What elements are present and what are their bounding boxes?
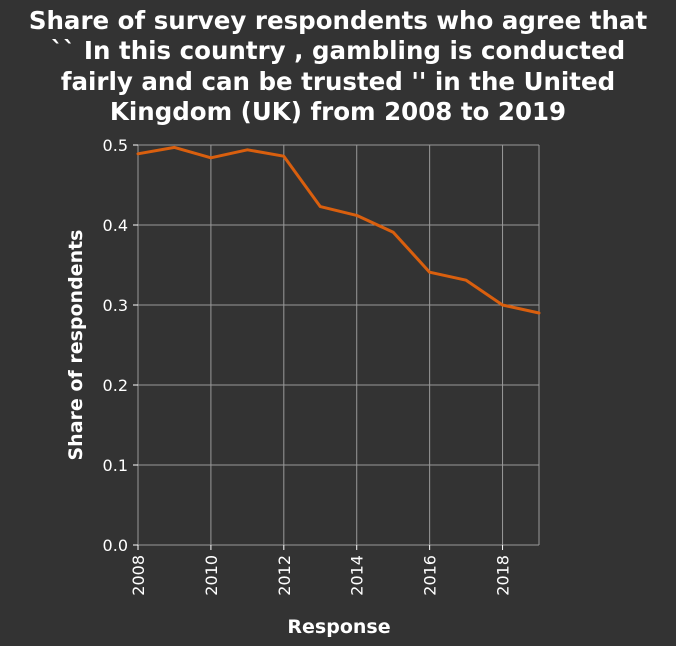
chart-title-line: fairly and can be trusted '' in the Unit… <box>61 67 615 96</box>
x-tick-label: 2016 <box>421 555 440 596</box>
y-tick-label: 0.2 <box>103 376 128 395</box>
chart-title: Share of survey respondents who agree th… <box>29 6 648 126</box>
y-tick-label: 0.5 <box>103 136 128 155</box>
chart-title-line: `` In this country , gambling is conduct… <box>51 36 625 65</box>
series-line <box>138 147 539 313</box>
chart-title-line: Share of survey respondents who agree th… <box>29 6 648 35</box>
y-tick-label: 0.3 <box>103 296 128 315</box>
grid <box>138 145 539 545</box>
y-axis-ticks: 0.0 0.1 0.2 0.3 0.4 0.5 <box>103 136 138 555</box>
x-axis-ticks: 2008 2010 2012 2014 2016 2018 <box>129 545 513 596</box>
y-tick-label: 0.1 <box>103 456 128 475</box>
x-tick-label: 2008 <box>129 555 148 596</box>
y-axis-label: Share of respondents <box>65 230 87 461</box>
y-tick-label: 0.4 <box>103 216 128 235</box>
x-axis-label: Response <box>287 616 390 638</box>
x-tick-label: 2010 <box>202 555 221 596</box>
x-tick-label: 2014 <box>348 555 367 596</box>
x-tick-label: 2018 <box>494 555 513 596</box>
x-tick-label: 2012 <box>275 555 294 596</box>
series <box>138 147 539 313</box>
y-tick-label: 0.0 <box>103 536 128 555</box>
chart-title-line: Kingdom (UK) from 2008 to 2019 <box>110 97 566 126</box>
